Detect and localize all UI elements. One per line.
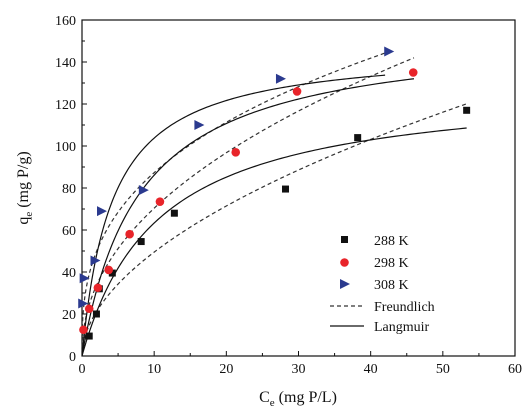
point-288k-3 xyxy=(108,269,116,277)
y-tick-label-100: 100 xyxy=(55,140,76,155)
x-tick-label-10: 10 xyxy=(147,362,161,377)
legend-marker-288k xyxy=(341,236,348,243)
freundlich-fit-288k xyxy=(81,103,467,353)
plot-area-frame xyxy=(81,19,516,357)
y-tick-label-20: 20 xyxy=(62,308,76,323)
langmuir-fit-288k xyxy=(81,127,467,356)
y-tick-label-160: 160 xyxy=(55,14,76,29)
point-308k-6 xyxy=(275,73,286,84)
point-298k-3 xyxy=(104,265,114,275)
data-points xyxy=(78,46,471,340)
point-298k-2 xyxy=(93,283,103,293)
y-axis-title-sub: e xyxy=(23,212,35,217)
point-308k-3 xyxy=(96,206,107,217)
point-298k-8 xyxy=(408,68,418,77)
langmuir-fit-308k xyxy=(81,74,386,355)
y-tick-label-0: 0 xyxy=(69,350,76,365)
x-axis-title-sub: e xyxy=(270,397,275,409)
legend: 288 K 298 K 308 K Freundlich Langmuir xyxy=(330,234,435,335)
x-tick-label-50: 50 xyxy=(436,362,450,377)
point-298k-4 xyxy=(125,229,134,239)
y-tick-label-40: 40 xyxy=(62,266,76,281)
x-axis-title-main: C xyxy=(259,389,270,406)
x-tick-label-20: 20 xyxy=(219,362,233,377)
y-tick-label-120: 120 xyxy=(55,98,76,113)
point-298k-7 xyxy=(292,87,302,96)
fit-curves xyxy=(81,49,467,356)
axis-ticks: 0 10 20 30 40 50 60 0 20 40 60 80 100 120 140 160 xyxy=(55,14,522,377)
x-tick-label-40: 40 xyxy=(364,362,378,377)
point-288k-1 xyxy=(92,310,100,318)
legend-label-298k: 298 K xyxy=(374,256,409,271)
point-288k-5 xyxy=(170,209,178,217)
point-298k-1 xyxy=(84,304,94,314)
legend-label-freundlich: Freundlich xyxy=(374,300,435,315)
x-axis-title-rest: (mg P/L) xyxy=(275,389,337,406)
legend-label-288k: 288 K xyxy=(374,234,409,249)
legend-label-308k: 308 K xyxy=(374,278,409,293)
x-tick-label-0: 0 xyxy=(79,362,86,377)
point-308k-4 xyxy=(138,185,149,196)
langmuir-fit-298k xyxy=(81,78,415,356)
legend-label-langmuir: Langmuir xyxy=(374,320,430,335)
x-tick-label-60: 60 xyxy=(508,362,522,377)
point-288k-8 xyxy=(463,106,471,114)
point-308k-1 xyxy=(79,273,90,284)
freundlich-fit-298k xyxy=(81,57,415,348)
point-288k-7 xyxy=(354,134,362,142)
point-298k-5 xyxy=(155,197,165,206)
y-axis-title-rest: (mg P/g) xyxy=(15,151,32,211)
y-tick-label-60: 60 xyxy=(62,224,76,239)
y-axis-title-main: q xyxy=(15,217,32,225)
point-288k-0 xyxy=(85,332,93,340)
y-axis-title: qe (mg P/g) xyxy=(15,151,35,224)
y-tick-label-80: 80 xyxy=(62,182,76,197)
point-308k-7 xyxy=(384,46,395,57)
point-308k-2 xyxy=(90,255,101,266)
point-298k-0 xyxy=(79,325,88,335)
x-tick-label-30: 30 xyxy=(292,362,306,377)
point-298k-6 xyxy=(231,148,241,157)
point-288k-6 xyxy=(282,185,290,193)
y-tick-label-140: 140 xyxy=(55,56,76,71)
x-axis-title: Ce (mg P/L) xyxy=(259,389,337,409)
point-308k-0 xyxy=(78,298,89,309)
freundlich-fit-308k xyxy=(81,49,393,336)
legend-marker-298k xyxy=(340,258,349,267)
point-288k-4 xyxy=(137,238,145,246)
legend-marker-308k xyxy=(340,279,350,289)
point-308k-5 xyxy=(194,120,205,130)
